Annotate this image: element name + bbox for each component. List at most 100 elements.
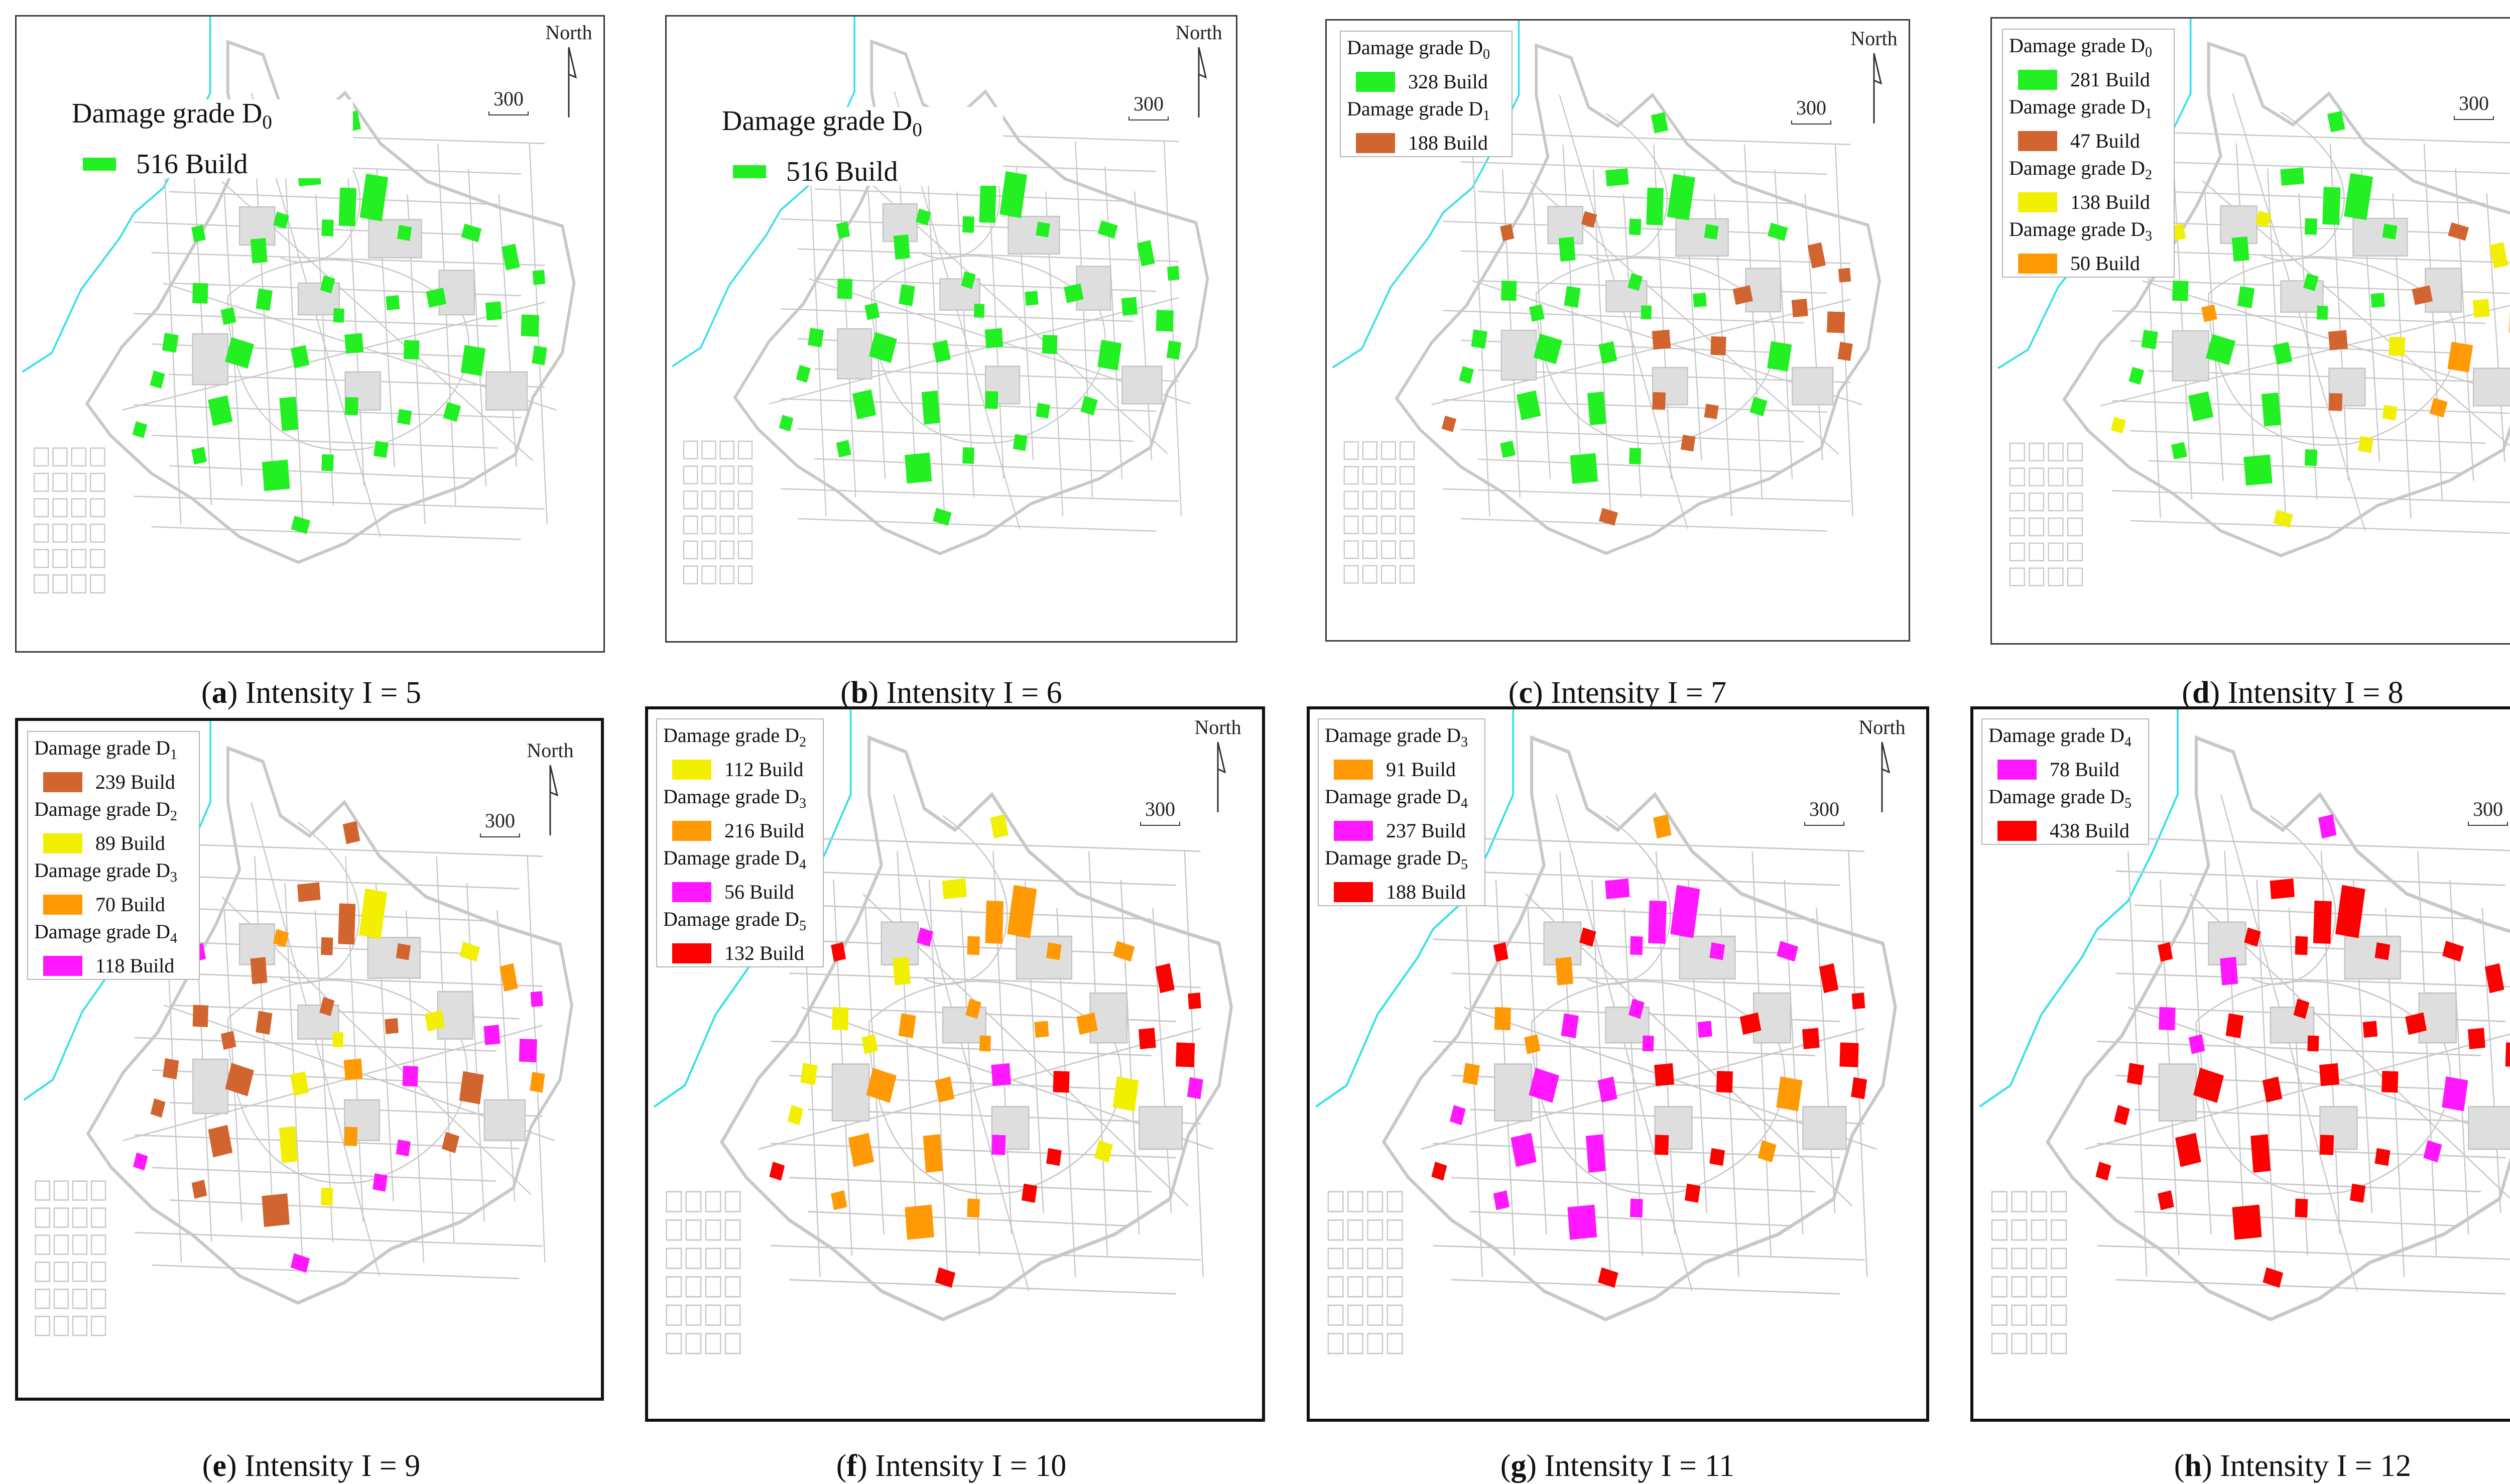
building-footprint-d4 — [133, 1152, 148, 1171]
building-footprint-d0 — [150, 370, 165, 389]
building-footprint-d0 — [837, 278, 853, 299]
legend-grade-title: Damage grade D0 — [72, 98, 272, 134]
building-footprint-d4 — [1597, 1076, 1617, 1103]
street-network — [769, 91, 1191, 532]
north-arrow-icon — [1198, 47, 1207, 117]
building-footprint-d0 — [1570, 453, 1598, 484]
building-footprint-d0 — [2303, 273, 2319, 291]
legend-row-d5: 132 Build — [672, 943, 823, 963]
building-footprint-d3 — [979, 1035, 991, 1052]
building-footprint-d1 — [2328, 393, 2343, 411]
building-footprint-d0 — [1121, 297, 1138, 316]
building-footprint-d2 — [942, 878, 967, 900]
damage-legend: Damage grade D0 516 Build — [722, 107, 1003, 186]
legend-row-d3: 50 Build — [2018, 254, 2174, 274]
building-footprint-d5 — [2262, 1076, 2283, 1103]
building-footprint-d0 — [321, 219, 334, 236]
building-footprint-d0 — [1098, 220, 1118, 239]
panel-caption-text: Intensity I = 9 — [244, 1449, 421, 1483]
building-footprint-d5 — [1655, 1135, 1669, 1155]
map-panel-a: Damage grade D0 516 Build North 300 — [15, 15, 605, 653]
building-footprint-d3 — [1113, 941, 1135, 962]
building-footprint-d4 — [1567, 1204, 1597, 1240]
building-footprint-d0 — [501, 243, 520, 271]
building-footprint-d0 — [999, 171, 1028, 218]
building-footprint-d0 — [2141, 329, 2158, 349]
southwest-district — [2009, 442, 2083, 586]
building-footprint-d0 — [1629, 218, 1642, 235]
scale-label: 300 — [1134, 92, 1164, 115]
building-footprint-d0 — [262, 459, 290, 491]
building-footprint-d1 — [1838, 268, 1851, 283]
legend-grade-title: Damage grade D4 — [34, 920, 177, 946]
building-footprint-d0 — [208, 395, 233, 426]
building-footprint-d0 — [2237, 286, 2255, 308]
building-footprint-d0 — [320, 275, 335, 294]
scale-bar: 300 — [480, 809, 520, 837]
building-footprint-d3 — [2429, 398, 2448, 418]
legend-swatch — [672, 943, 711, 963]
building-footprint-d2 — [321, 1187, 333, 1206]
building-footprint-d0 — [397, 225, 412, 241]
legend-swatch — [672, 821, 711, 841]
building-footprint-d0 — [403, 340, 420, 360]
legend-swatch — [43, 895, 82, 915]
building-footprint-d1 — [1652, 329, 1671, 350]
building-footprint-d1 — [1581, 211, 1597, 228]
scale-bar: 300 — [2454, 91, 2494, 120]
legend-building-count: 328 Build — [1408, 70, 1488, 93]
building-footprint-d3 — [1524, 1034, 1541, 1054]
building-footprint-d4 — [1493, 1190, 1510, 1210]
city-outline — [85, 40, 576, 564]
legend-building-count: 516 Build — [786, 156, 898, 188]
building-footprint-d1 — [1500, 223, 1515, 241]
building-footprint-d5 — [2126, 1063, 2145, 1085]
building-footprint-d0 — [1598, 341, 1617, 364]
building-footprint-d2 — [787, 1105, 804, 1126]
legend-grade-title: Damage grade D5 — [1988, 785, 2131, 811]
scale-bar: 300 — [2468, 797, 2508, 826]
building-footprint-d0 — [962, 447, 974, 464]
building-footprint-d1 — [208, 1125, 233, 1158]
building-footprint-d0 — [962, 216, 974, 233]
building-footprint-d0 — [373, 440, 389, 458]
building-footprint-d0 — [1651, 112, 1669, 134]
building-footprint-d4 — [2188, 1034, 2205, 1054]
panel-caption-text: Intensity I = 12 — [2220, 1449, 2412, 1483]
building-footprint-d3 — [923, 1134, 943, 1173]
legend-row-d4: 78 Build — [1997, 760, 2148, 780]
building-footprint-d5 — [2295, 1198, 2308, 1218]
legend-swatch — [1356, 133, 1395, 153]
building-footprint-d5 — [1851, 1077, 1867, 1099]
building-footprint-d2 — [2273, 510, 2294, 528]
legend-building-count: 188 Build — [1408, 132, 1488, 154]
built-up-blocks — [2158, 921, 2510, 1150]
map-panel-e: Damage grade D1 239 Build Damage grade D2 8… — [15, 718, 604, 1401]
building-footprint-d0 — [290, 345, 310, 368]
panel-letter: d — [2192, 676, 2210, 710]
building-footprint-d5 — [1021, 1183, 1038, 1203]
building-footprint-d4 — [1585, 1134, 1606, 1173]
building-footprint-d1 — [1680, 434, 1696, 452]
building-footprint-d0 — [2231, 236, 2249, 262]
legend-grade-title: Damage grade D4 — [663, 846, 806, 873]
building-footprints — [1441, 112, 1853, 526]
building-footprint-d4 — [2159, 1007, 2176, 1031]
building-footprint-d0 — [979, 185, 996, 223]
scale-bar: 300 — [1128, 92, 1169, 120]
building-footprint-d5 — [2158, 1190, 2174, 1210]
building-footprint-d0 — [321, 454, 334, 471]
building-footprint-d0 — [1749, 397, 1768, 417]
building-footprint-d3 — [530, 1071, 545, 1093]
building-footprints — [132, 110, 547, 534]
legend-row-d4: 56 Build — [672, 882, 823, 902]
building-footprint-d0 — [2322, 187, 2341, 225]
damage-legend: Damage grade D0 281 Build Damage grade D1 4… — [2002, 29, 2175, 278]
building-footprint-d0 — [796, 364, 811, 383]
legend-building-count: 281 Build — [2070, 68, 2150, 91]
building-footprint-d0 — [2188, 391, 2214, 422]
scale-bar: 300 — [1791, 96, 1831, 125]
scale-bar-icon — [488, 111, 529, 115]
building-footprint-d3 — [1494, 1007, 1512, 1031]
building-footprint-d5 — [2244, 927, 2261, 947]
